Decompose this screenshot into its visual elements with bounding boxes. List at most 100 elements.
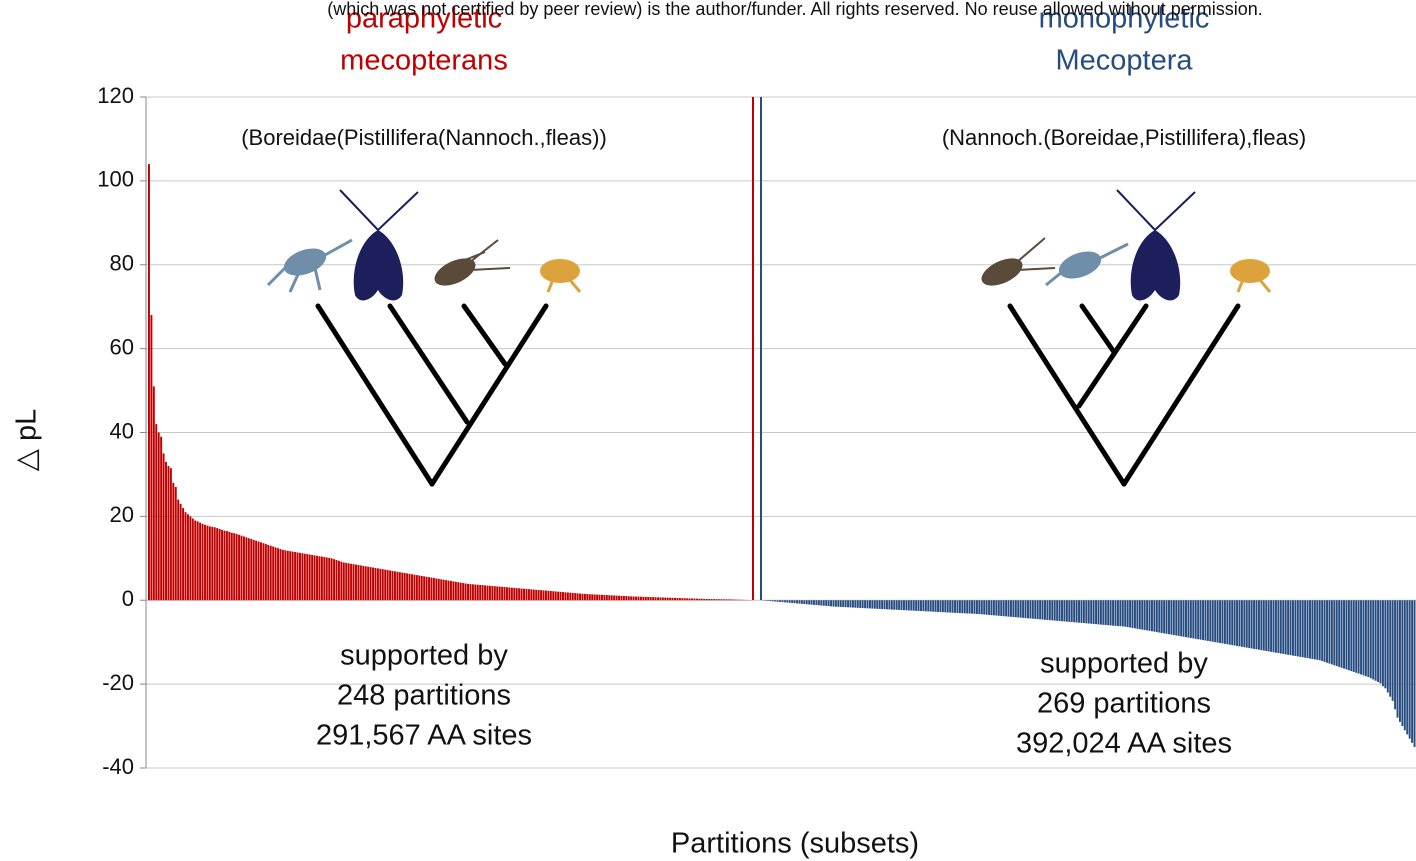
bar xyxy=(238,535,240,600)
bar xyxy=(389,570,391,600)
bar xyxy=(1260,600,1262,650)
bar xyxy=(947,600,949,612)
bar xyxy=(625,596,627,600)
bar xyxy=(1049,600,1051,620)
bar xyxy=(192,518,194,600)
y-tick-label: 100 xyxy=(97,167,134,192)
bar xyxy=(577,593,579,600)
insect-icon xyxy=(1117,190,1195,300)
bar xyxy=(1095,600,1097,624)
bar xyxy=(552,591,554,600)
bar xyxy=(564,592,566,600)
bar xyxy=(582,594,584,601)
support-text: 291,567 AA sites xyxy=(316,720,532,752)
bar xyxy=(1132,600,1134,628)
bar xyxy=(1110,600,1112,625)
bar xyxy=(978,600,980,614)
bar xyxy=(394,571,396,600)
bar xyxy=(284,550,286,600)
bar xyxy=(981,600,983,614)
bar xyxy=(392,571,394,600)
bar xyxy=(1051,600,1053,620)
bar xyxy=(450,581,452,600)
bar xyxy=(209,526,211,600)
bar xyxy=(328,558,330,600)
bar xyxy=(1209,600,1211,641)
insect-icon xyxy=(268,240,352,292)
bar xyxy=(910,600,912,610)
bar xyxy=(1333,600,1335,665)
bar xyxy=(267,545,269,600)
bar xyxy=(1360,600,1362,674)
bar xyxy=(455,582,457,600)
bar xyxy=(1039,600,1041,619)
bar xyxy=(825,600,827,606)
bar xyxy=(197,521,199,600)
bar xyxy=(599,595,601,601)
bar xyxy=(243,537,245,601)
bar xyxy=(353,564,355,600)
bar xyxy=(314,555,316,600)
bar xyxy=(1387,600,1389,692)
bar xyxy=(842,600,844,607)
bar xyxy=(523,589,525,601)
bar xyxy=(253,540,255,600)
bar xyxy=(655,597,657,600)
bar xyxy=(779,600,781,602)
bar xyxy=(1275,600,1277,652)
bar xyxy=(1258,600,1260,649)
bar xyxy=(847,600,849,607)
bar xyxy=(224,531,226,601)
bar xyxy=(850,600,852,607)
bar xyxy=(888,600,890,609)
chart: -40-20020406080100120 xyxy=(0,0,1416,861)
bar xyxy=(1192,600,1194,638)
bar xyxy=(905,600,907,610)
bar xyxy=(202,524,204,600)
bar xyxy=(1100,600,1102,624)
bar xyxy=(718,599,720,600)
bar xyxy=(185,512,187,600)
bar xyxy=(1093,600,1095,624)
bar xyxy=(657,597,659,600)
bar xyxy=(903,600,905,610)
bar xyxy=(292,552,294,601)
bar xyxy=(177,500,179,601)
bar xyxy=(1190,600,1192,638)
bar xyxy=(1124,600,1126,626)
bar xyxy=(1397,600,1399,717)
bar xyxy=(1197,600,1199,639)
bar xyxy=(1370,600,1372,678)
bar xyxy=(545,591,547,601)
bar xyxy=(194,521,196,601)
bar xyxy=(297,552,299,600)
bar xyxy=(1015,600,1017,617)
bar xyxy=(494,586,496,600)
bar xyxy=(1380,600,1382,683)
bar xyxy=(338,561,340,600)
bar xyxy=(713,599,715,600)
bar xyxy=(908,600,910,610)
bar xyxy=(465,583,467,600)
bar xyxy=(1409,600,1411,738)
bar xyxy=(1183,600,1185,636)
bar xyxy=(954,600,956,613)
bar xyxy=(777,600,779,601)
bar xyxy=(879,600,881,609)
bar xyxy=(606,595,608,600)
bar xyxy=(250,539,252,600)
bar xyxy=(1256,600,1258,649)
bar xyxy=(1107,600,1109,625)
bar xyxy=(647,597,649,600)
bar xyxy=(182,508,184,600)
bar xyxy=(691,598,693,600)
bar xyxy=(715,599,717,600)
bar xyxy=(265,544,267,600)
bar xyxy=(871,600,873,608)
bar xyxy=(786,600,788,602)
bar xyxy=(1414,600,1416,747)
bar xyxy=(1343,600,1345,668)
bar xyxy=(896,600,898,610)
bar xyxy=(175,487,177,600)
